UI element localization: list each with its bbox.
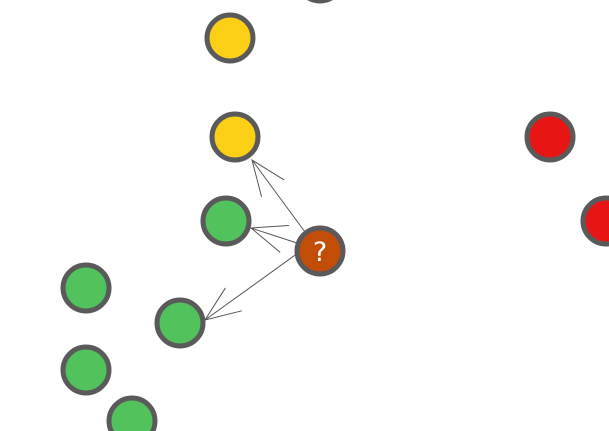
query-node[interactable]: ? — [294, 225, 346, 277]
edge-query-to-green-3 — [203, 252, 299, 321]
edge-query-to-yellow-2-arrowhead — [251, 158, 285, 197]
nodes-layer — [60, 0, 609, 431]
node-red-2[interactable] — [580, 195, 609, 247]
edge-query-to-green-1-arrowhead — [249, 225, 289, 253]
node-green-3[interactable] — [154, 297, 206, 349]
edge-query-to-green-1 — [249, 225, 298, 253]
node-yellow-2[interactable] — [209, 111, 261, 163]
edge-query-to-green-3-line — [204, 252, 299, 321]
edge-query-to-yellow-2-line — [251, 159, 306, 233]
node-gray-top[interactable] — [297, 0, 343, 4]
node-green-4[interactable] — [60, 344, 112, 396]
node-red-1[interactable] — [524, 111, 576, 163]
edge-query-to-green-3-arrowhead — [203, 287, 242, 321]
edge-query-to-green-1-line — [250, 227, 298, 244]
query-node-label: ? — [313, 237, 327, 268]
node-yellow-1[interactable] — [204, 12, 256, 64]
edge-query-to-yellow-2 — [251, 158, 306, 233]
node-green-1[interactable] — [200, 195, 252, 247]
node-green-5[interactable] — [106, 395, 158, 431]
query-node-circle — [294, 225, 346, 277]
node-green-2[interactable] — [60, 262, 112, 314]
